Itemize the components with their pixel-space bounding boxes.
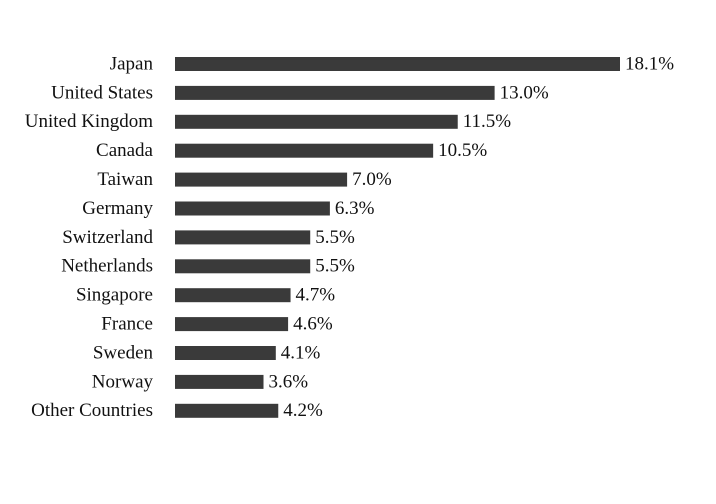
value-label: 11.5% [463,111,512,132]
bar [175,317,289,332]
value-label: 4.2% [283,400,323,421]
category-label: Canada [96,140,154,161]
bar [175,172,348,187]
value-label: 10.5% [438,140,487,161]
value-label: 6.3% [335,198,375,219]
category-label: Sweden [93,342,154,363]
value-label: 5.5% [315,227,355,248]
category-label: Singapore [76,285,153,306]
bar [175,85,495,100]
bar [175,288,291,303]
bar [175,230,311,245]
bar [175,143,434,158]
category-label: France [101,313,153,334]
category-label: Germany [82,198,153,219]
category-label: Netherlands [61,256,153,277]
value-label: 3.6% [269,371,309,392]
value-label: 4.1% [281,342,321,363]
bar [175,114,458,129]
value-label: 5.5% [315,256,355,277]
bar [175,259,311,274]
category-label: United States [51,82,153,103]
bar [175,403,279,418]
value-label: 4.6% [293,313,333,334]
category-label: Taiwan [97,169,153,190]
category-label: Switzerland [62,227,153,248]
category-label: United Kingdom [25,111,153,132]
bar [175,201,330,216]
value-label: 13.0% [500,82,549,103]
bar [175,374,264,389]
category-label: Norway [92,371,154,392]
value-label: 18.1% [625,53,674,74]
bar [175,346,276,360]
category-label: Other Countries [31,400,153,421]
value-label: 7.0% [352,169,392,190]
value-label: 4.7% [296,285,336,306]
category-label: Japan [110,53,154,74]
bar [175,57,620,71]
